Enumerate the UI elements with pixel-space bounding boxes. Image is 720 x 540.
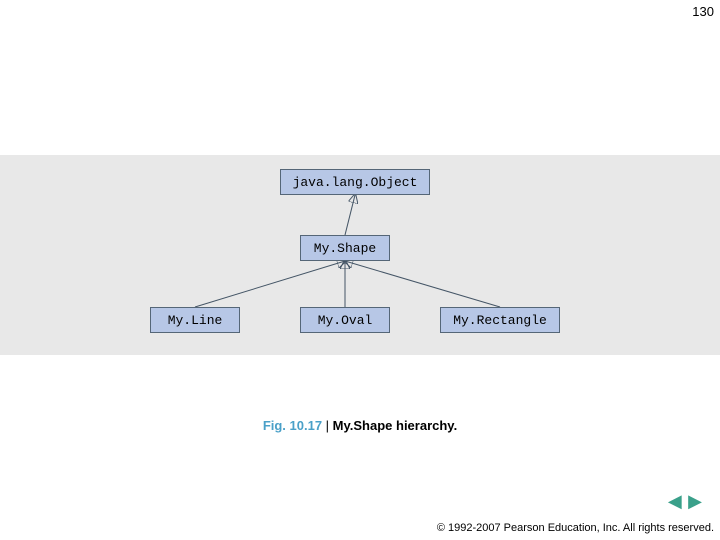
nav-arrows: ◀ ▶ bbox=[666, 491, 702, 512]
next-arrow-icon[interactable]: ▶ bbox=[688, 491, 702, 512]
node-line: My.Line bbox=[150, 307, 240, 333]
copyright-text: © 1992-2007 Pearson Education, Inc. All … bbox=[437, 522, 714, 534]
node-oval: My.Oval bbox=[300, 307, 390, 333]
node-rect: My.Rectangle bbox=[440, 307, 560, 333]
page-number: 130 bbox=[692, 4, 714, 19]
edge-line-to-shape bbox=[195, 261, 345, 307]
edge-shape-to-root bbox=[345, 195, 355, 235]
figure-caption: Fig. 10.17 | My.Shape hierarchy. bbox=[0, 418, 720, 433]
caption-rest: hierarchy. bbox=[392, 418, 457, 433]
caption-bold: My.Shape bbox=[333, 418, 393, 433]
node-root: java.lang.Object bbox=[280, 169, 430, 195]
figure-label: Fig. 10.17 bbox=[263, 418, 322, 433]
edge-rect-to-shape bbox=[345, 261, 500, 307]
prev-arrow-icon[interactable]: ◀ bbox=[668, 491, 682, 512]
caption-separator: | bbox=[322, 418, 333, 433]
hierarchy-diagram: java.lang.Object My.Shape My.Line My.Oval My… bbox=[0, 155, 720, 355]
node-shape: My.Shape bbox=[300, 235, 390, 261]
